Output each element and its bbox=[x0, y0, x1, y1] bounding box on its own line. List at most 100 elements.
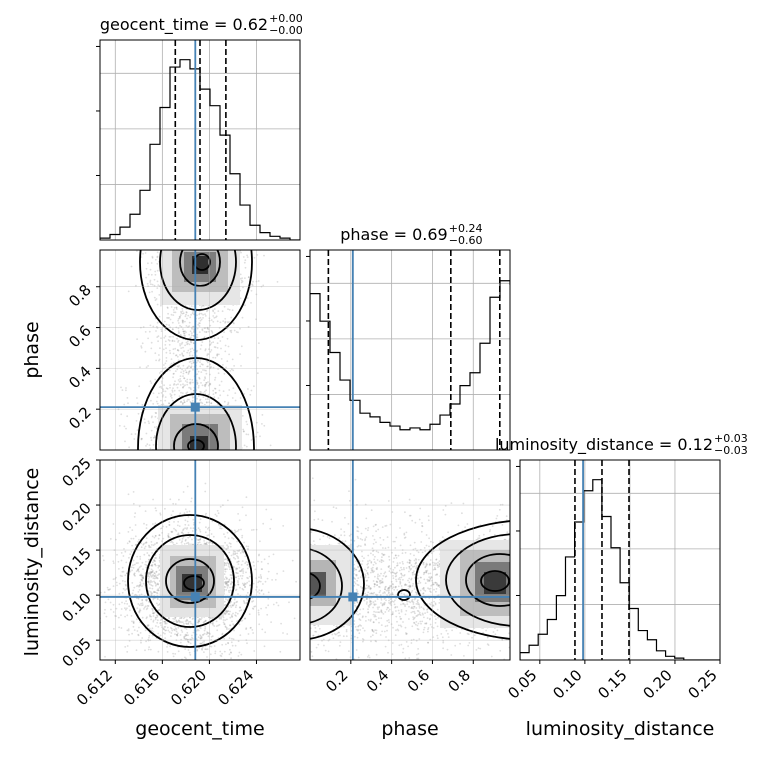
sample-point bbox=[200, 371, 203, 373]
sample-point bbox=[211, 477, 213, 479]
sample-point bbox=[152, 444, 155, 446]
sample-point bbox=[177, 223, 179, 225]
sample-point bbox=[257, 560, 259, 563]
sample-point bbox=[241, 619, 244, 622]
sample-point bbox=[133, 563, 136, 566]
sample-point bbox=[152, 597, 155, 600]
sample-point bbox=[181, 484, 183, 486]
sample-point bbox=[186, 462, 188, 464]
sample-point bbox=[171, 339, 174, 342]
sample-point bbox=[259, 574, 262, 576]
sample-point bbox=[249, 584, 252, 586]
sample-point bbox=[145, 470, 147, 472]
sample-point bbox=[172, 348, 175, 351]
sample-point bbox=[171, 245, 173, 247]
sample-point bbox=[156, 251, 159, 254]
sample-point bbox=[180, 462, 182, 464]
sample-point bbox=[196, 220, 198, 222]
sample-point bbox=[223, 623, 226, 626]
sample-point bbox=[226, 337, 229, 340]
sample-point bbox=[212, 243, 214, 245]
sample-point bbox=[252, 600, 255, 602]
sample-point bbox=[197, 620, 200, 623]
sample-point bbox=[224, 568, 227, 570]
sample-point bbox=[153, 590, 155, 593]
sample-point bbox=[148, 330, 151, 333]
sample-point bbox=[187, 515, 190, 518]
sample-point bbox=[175, 630, 178, 633]
sample-point bbox=[182, 328, 184, 330]
sample-point bbox=[171, 540, 173, 543]
sample-point bbox=[171, 391, 174, 393]
sample-point bbox=[229, 589, 232, 592]
sample-point bbox=[215, 625, 218, 627]
sample-point bbox=[233, 365, 236, 367]
sample-point bbox=[180, 391, 182, 394]
sample-point bbox=[217, 451, 219, 453]
sample-point bbox=[239, 606, 241, 608]
sample-point bbox=[135, 618, 138, 621]
sample-point bbox=[202, 396, 205, 398]
sample-point bbox=[207, 398, 209, 401]
sample-point bbox=[226, 584, 229, 587]
sample-point bbox=[139, 581, 142, 584]
sample-point bbox=[164, 480, 166, 482]
sample-point bbox=[132, 589, 135, 592]
sample-point bbox=[182, 375, 184, 377]
sample-point bbox=[123, 602, 126, 605]
sample-point bbox=[172, 471, 174, 473]
sample-point bbox=[174, 633, 176, 636]
sample-point bbox=[235, 604, 238, 607]
sample-point bbox=[247, 548, 250, 550]
sample-point bbox=[203, 540, 206, 542]
sample-point bbox=[190, 497, 193, 500]
sample-point bbox=[147, 574, 150, 576]
sample-point bbox=[232, 638, 235, 641]
sample-point bbox=[224, 320, 227, 323]
sample-point bbox=[177, 532, 180, 535]
sample-point bbox=[199, 319, 202, 322]
sample-point bbox=[174, 380, 176, 383]
sample-point bbox=[210, 468, 212, 470]
sample-point bbox=[203, 651, 205, 653]
sample-point bbox=[188, 651, 191, 654]
sample-point bbox=[185, 242, 187, 244]
sample-point bbox=[176, 621, 178, 624]
sample-point bbox=[133, 586, 136, 589]
sample-point bbox=[126, 397, 129, 399]
sample-point bbox=[245, 583, 247, 585]
sample-point bbox=[207, 632, 209, 634]
sample-point bbox=[241, 280, 244, 283]
sample-point bbox=[229, 226, 231, 228]
sample-point bbox=[196, 336, 199, 339]
sample-point bbox=[223, 235, 225, 237]
sample-point bbox=[226, 618, 228, 621]
sample-point bbox=[189, 387, 192, 389]
sample-point bbox=[226, 191, 228, 193]
sample-point bbox=[123, 403, 126, 406]
sample-point bbox=[197, 455, 199, 457]
sample-point bbox=[226, 610, 228, 613]
sample-point bbox=[150, 341, 153, 344]
sample-point bbox=[156, 426, 158, 428]
sample-point bbox=[198, 377, 201, 380]
sample-point bbox=[179, 378, 182, 380]
sample-point bbox=[182, 214, 184, 216]
sample-point bbox=[115, 607, 118, 610]
sample-point bbox=[156, 207, 158, 209]
sample-point bbox=[154, 489, 156, 491]
sample-point bbox=[198, 521, 201, 524]
sample-point bbox=[241, 575, 244, 577]
sample-point bbox=[172, 472, 174, 474]
sample-point bbox=[141, 585, 143, 588]
sample-point bbox=[135, 420, 138, 422]
sample-point bbox=[131, 569, 134, 572]
sample-point bbox=[219, 650, 222, 653]
sample-point bbox=[169, 335, 172, 338]
sample-point bbox=[230, 316, 233, 319]
sample-point bbox=[203, 369, 206, 372]
sample-point bbox=[209, 246, 211, 248]
sample-point bbox=[190, 234, 192, 236]
sample-point bbox=[147, 273, 150, 276]
sample-point bbox=[265, 508, 268, 511]
